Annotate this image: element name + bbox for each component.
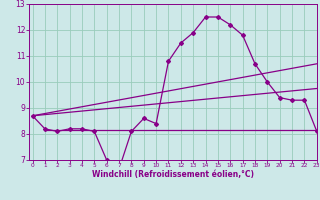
X-axis label: Windchill (Refroidissement éolien,°C): Windchill (Refroidissement éolien,°C) xyxy=(92,170,254,179)
